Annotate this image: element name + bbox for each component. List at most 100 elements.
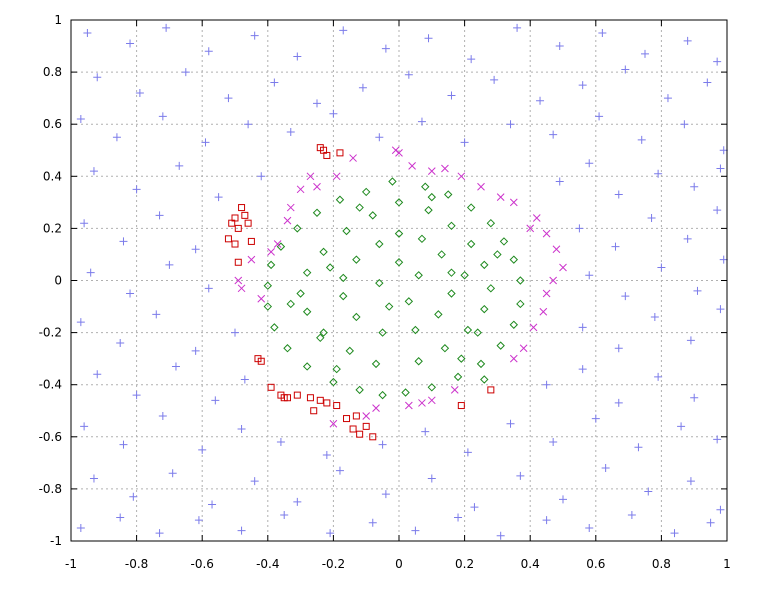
data-point-diamond <box>481 306 488 313</box>
data-point-diamond <box>340 274 347 281</box>
data-point-cross <box>510 199 517 206</box>
data-point-diamond <box>415 272 422 279</box>
series-diamond <box>264 178 524 399</box>
data-point-plus <box>172 362 180 370</box>
data-point-plus <box>543 381 551 389</box>
data-point-plus <box>93 73 101 81</box>
data-point-plus <box>77 115 85 123</box>
data-point-plus <box>133 391 141 399</box>
data-point-plus <box>339 26 347 34</box>
data-point-plus <box>693 287 701 295</box>
data-point-plus <box>680 120 688 128</box>
data-point-plus <box>77 524 85 532</box>
data-point-plus <box>159 412 167 420</box>
data-point-plus <box>277 438 285 446</box>
data-point-plus <box>152 310 160 318</box>
data-point-plus <box>195 516 203 524</box>
data-point-plus <box>579 323 587 331</box>
data-point-plus <box>641 50 649 58</box>
data-point-cross <box>258 295 265 302</box>
data-point-plus <box>507 120 515 128</box>
data-point-cross <box>373 405 380 412</box>
data-point-plus <box>238 527 246 535</box>
data-point-plus <box>615 191 623 199</box>
data-point-square <box>334 403 340 409</box>
data-point-diamond <box>389 178 396 185</box>
x-tick-label: -0.8 <box>125 557 148 571</box>
y-tick-label: 0.6 <box>43 117 62 131</box>
data-point-plus <box>664 94 672 102</box>
data-point-cross <box>284 217 291 224</box>
data-point-plus <box>461 138 469 146</box>
data-point-cross <box>418 399 425 406</box>
data-point-plus <box>470 503 478 511</box>
x-tick-label: 0.4 <box>521 557 540 571</box>
data-point-plus <box>421 428 429 436</box>
data-point-diamond <box>487 285 494 292</box>
data-point-diamond <box>396 259 403 266</box>
data-point-diamond <box>481 261 488 268</box>
data-point-plus <box>559 495 567 503</box>
data-point-plus <box>634 443 642 451</box>
data-point-plus <box>716 164 724 172</box>
data-point-plus <box>690 394 698 402</box>
data-point-plus <box>169 469 177 477</box>
data-point-plus <box>595 112 603 120</box>
data-point-diamond <box>373 360 380 367</box>
data-point-diamond <box>287 300 294 307</box>
data-point-square <box>488 387 494 393</box>
data-point-diamond <box>284 345 291 352</box>
data-point-square <box>225 236 231 242</box>
data-point-diamond <box>314 209 321 216</box>
data-point-plus <box>113 133 121 141</box>
data-point-diamond <box>327 264 334 271</box>
y-tick-label: -1 <box>50 534 62 548</box>
data-point-plus <box>280 511 288 519</box>
data-point-plus <box>677 422 685 430</box>
data-point-cross <box>533 214 540 221</box>
data-point-plus <box>428 474 436 482</box>
data-point-plus <box>585 271 593 279</box>
data-point-square <box>294 392 300 398</box>
data-point-square <box>344 416 350 422</box>
data-point-plus <box>126 290 134 298</box>
data-point-diamond <box>268 261 275 268</box>
data-point-plus <box>119 441 127 449</box>
data-point-cross <box>248 256 255 263</box>
x-tick-label: -1 <box>65 557 77 571</box>
data-point-cross <box>510 355 517 362</box>
data-point-plus <box>671 529 679 537</box>
data-point-plus <box>536 97 544 105</box>
data-point-plus <box>156 529 164 537</box>
data-point-square <box>242 212 248 218</box>
data-point-plus <box>126 39 134 47</box>
data-point-diamond <box>405 298 412 305</box>
data-point-plus <box>418 118 426 126</box>
y-tick-label: -0.2 <box>39 326 62 340</box>
x-tick-label: -0.6 <box>190 557 213 571</box>
x-tick-label: 0 <box>395 557 403 571</box>
data-point-plus <box>467 55 475 63</box>
data-point-cross <box>478 183 485 190</box>
data-point-plus <box>615 399 623 407</box>
data-point-plus <box>116 339 124 347</box>
data-point-diamond <box>455 373 462 380</box>
x-tick-label: 0.2 <box>455 557 474 571</box>
data-point-plus <box>657 263 665 271</box>
x-tick-label: 0.8 <box>652 557 671 571</box>
data-point-plus <box>205 47 213 55</box>
data-point-plus <box>323 451 331 459</box>
data-point-plus <box>251 32 259 40</box>
data-point-plus <box>713 206 721 214</box>
data-point-plus <box>359 84 367 92</box>
data-point-plus <box>313 99 321 107</box>
data-point-square <box>268 384 274 390</box>
y-tick-label: -0.6 <box>39 430 62 444</box>
data-point-plus <box>425 34 433 42</box>
data-point-plus <box>411 527 419 535</box>
data-point-plus <box>585 524 593 532</box>
data-point-cross <box>497 194 504 201</box>
data-point-diamond <box>500 238 507 245</box>
